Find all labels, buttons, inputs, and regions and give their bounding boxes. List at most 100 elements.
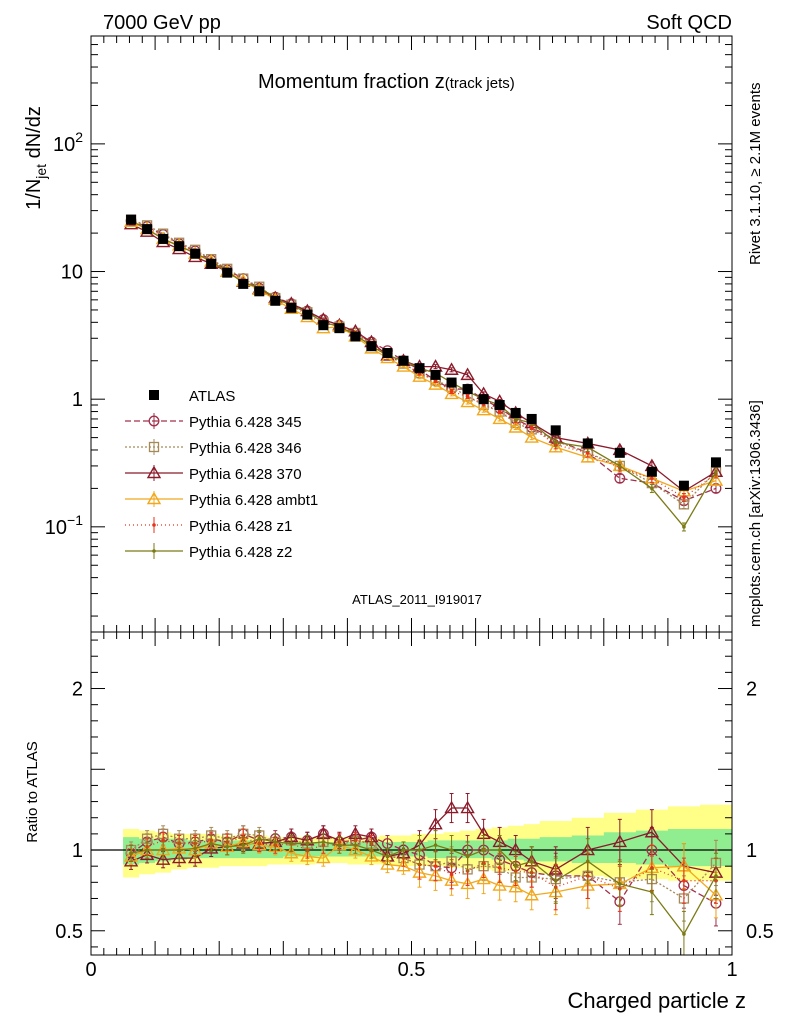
main-series-layer xyxy=(123,214,724,532)
ratio-y-axis-label: Ratio to ATLAS xyxy=(24,741,41,842)
ratio-point-pythia-6-428-370 xyxy=(155,852,171,865)
ratio-point-pythia-6-428-z2 xyxy=(682,932,686,936)
main-point-pythia-6-428-ambt1 xyxy=(476,402,491,416)
main-point-pythia-6-428-z1 xyxy=(650,476,654,481)
main-point-atlas xyxy=(430,369,441,380)
main-point-atlas xyxy=(318,320,329,331)
ratio-point-pythia-6-428-z2 xyxy=(209,841,213,846)
ratio-y-tick-label: 1 xyxy=(72,840,83,862)
ratio-point-pythia-6-428-z2 xyxy=(273,840,278,844)
ratio-point-pythia-6-428-370 xyxy=(428,816,443,830)
legend-label: Pythia 6.428 ambt1 xyxy=(189,492,318,509)
ratio-point-pythia-6-428-ambt1 xyxy=(348,842,363,856)
ratio-series-pythia-6-428-z2 xyxy=(129,830,718,955)
ratio-point-pythia-6-428-z2 xyxy=(337,843,342,847)
legend-label: Pythia 6.428 346 xyxy=(189,440,302,457)
ratio-point-pythia-6-428-370 xyxy=(644,824,660,838)
ratio-point-pythia-6-428-z2 xyxy=(433,843,438,847)
main-point-pythia-6-428-ambt1 xyxy=(492,411,507,425)
main-point-atlas xyxy=(678,480,689,491)
main-point-pythia-6-428-z2 xyxy=(682,525,686,529)
ratio-point-pythia-6-428-z2 xyxy=(497,848,502,852)
main-point-pythia-6-428-ambt1 xyxy=(396,359,411,372)
main-y-label-sub: jet xyxy=(33,164,49,180)
ratio-point-pythia-6-428-z2 xyxy=(465,854,470,859)
main-y-label-base: 1/N xyxy=(23,179,45,210)
main-point-pythia-6-428-z2 xyxy=(618,464,622,468)
main-point-atlas xyxy=(414,363,425,374)
main-point-pythia-6-428-z1 xyxy=(682,495,686,500)
main-point-pythia-6-428-z2 xyxy=(513,417,518,421)
ratio-point-pythia-6-428-z1 xyxy=(449,872,454,877)
ratio-point-pythia-6-428-370 xyxy=(171,850,187,864)
ratio-point-pythia-6-428-370 xyxy=(444,800,459,814)
ratio-point-pythia-6-428-z2 xyxy=(585,859,590,864)
main-point-pythia-6-428-ambt1 xyxy=(508,420,523,433)
main-point-atlas xyxy=(222,267,233,278)
ratio-point-pythia-6-428-z2 xyxy=(225,844,230,849)
legend-marker xyxy=(148,441,160,453)
ratio-plot-frame xyxy=(90,631,733,956)
ratio-point-pythia-6-428-ambt1 xyxy=(460,876,475,890)
watermark-analysis: ATLAS_2011_I919017 xyxy=(352,592,482,607)
main-point-atlas xyxy=(382,348,393,359)
main-point-pythia-6-428-z2 xyxy=(553,440,558,445)
main-point-atlas xyxy=(478,394,489,405)
ratio-point-pythia-6-428-ambt1 xyxy=(380,857,395,870)
main-y-tick-label-base: 1 xyxy=(72,389,83,411)
main-point-atlas xyxy=(510,407,521,418)
ratio-point-pythia-6-428-z2 xyxy=(481,848,486,852)
legend-label: Pythia 6.428 370 xyxy=(189,466,302,483)
main-point-pythia-6-428-ambt1 xyxy=(708,473,724,486)
main-point-atlas xyxy=(494,400,505,411)
ratio-point-pythia-6-428-ambt1 xyxy=(284,845,299,859)
main-y-tick-label: 10 xyxy=(61,262,83,284)
main-point-atlas xyxy=(350,331,361,342)
ratio-point-pythia-6-428-z2 xyxy=(145,848,149,852)
ratio-point-pythia-6-428-ambt1 xyxy=(492,878,507,891)
legend-label: Pythia 6.428 z2 xyxy=(189,544,292,561)
main-y-tick-label-exp: 2 xyxy=(75,129,83,145)
legend-marker xyxy=(146,491,162,505)
plot-title-main: Momentum fraction z xyxy=(258,71,445,93)
main-point-pythia-6-428-z1 xyxy=(449,389,454,394)
ratio-line-pythia-6-428-z2 xyxy=(130,838,717,936)
ratio-point-pythia-6-428-370 xyxy=(460,800,475,814)
main-point-atlas xyxy=(190,248,201,259)
main-point-atlas xyxy=(398,355,409,366)
main-point-pythia-6-428-370 xyxy=(460,367,475,381)
main-point-pythia-6-428-z1 xyxy=(497,409,502,414)
main-y-tick-label-base: 10 xyxy=(61,262,83,284)
main-y-tick-label-exp: −1 xyxy=(67,512,83,528)
ratio-point-pythia-6-428-ambt1 xyxy=(396,858,411,872)
legend-entry-pythia-6-428-345: Pythia 6.428 345 xyxy=(125,413,302,431)
main-point-atlas xyxy=(254,286,265,297)
ratio-point-pythia-6-428-ambt1 xyxy=(524,887,539,901)
ratio-point-pythia-6-428-z2 xyxy=(650,890,654,894)
main-series-pythia-6-428-z1 xyxy=(129,218,718,503)
legend-marker xyxy=(149,390,159,400)
ratio-point-pythia-6-428-z2 xyxy=(449,848,454,852)
main-point-atlas xyxy=(270,295,281,306)
header-left: 7000 GeV pp xyxy=(103,12,221,34)
ratio-point-pythia-6-428-370 xyxy=(187,850,203,864)
main-point-atlas xyxy=(334,323,345,334)
legend-marker xyxy=(146,465,162,479)
ratio-point-pythia-6-428-z2 xyxy=(513,864,518,868)
main-y-tick-label-base: 10 xyxy=(45,517,67,539)
rivet-version-label: Rivet 3.1.10, ≥ 2.1M events xyxy=(747,83,764,266)
ratio-point-pythia-6-428-z2 xyxy=(289,841,294,846)
main-point-pythia-6-428-ambt1 xyxy=(460,394,475,408)
legend-marker xyxy=(148,415,160,427)
legend-entry-pythia-6-428-346: Pythia 6.428 346 xyxy=(125,439,302,457)
ratio-point-pythia-6-428-ambt1 xyxy=(508,879,523,893)
main-point-pythia-6-428-ambt1 xyxy=(580,449,595,463)
main-point-pythia-6-428-ambt1 xyxy=(428,377,443,390)
main-line-pythia-6-428-346 xyxy=(130,219,717,506)
main-point-pythia-6-428-ambt1 xyxy=(548,439,563,453)
legend-marker xyxy=(152,549,156,553)
main-point-atlas xyxy=(582,438,593,449)
main-point-atlas xyxy=(550,425,561,436)
